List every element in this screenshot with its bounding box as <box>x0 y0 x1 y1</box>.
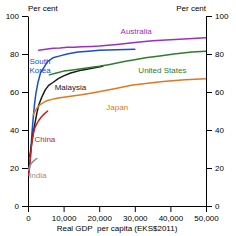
tick: 100 <box>206 12 229 21</box>
tick-mark <box>99 206 100 212</box>
tick-label: 40 <box>215 126 224 135</box>
tick-mark <box>22 130 28 131</box>
tick-mark <box>206 16 212 17</box>
label-line: Malaysia <box>55 83 87 92</box>
tick: 20,000 <box>87 206 112 223</box>
y2-axis-title: Per cent <box>176 4 207 13</box>
tick-label: 0 <box>26 214 31 223</box>
series-line <box>29 49 135 172</box>
tick: 30,000 <box>123 206 148 223</box>
tick-label: 50,000 <box>194 214 219 223</box>
series-labels: Australia SouthKorea Malaysia United States… <box>29 27 186 180</box>
tick: 20 <box>10 164 28 173</box>
series-label: Japan <box>106 103 128 112</box>
x-axis-title: Real GDP per capita (EKS$2011) <box>57 224 178 233</box>
tick-label: 100 <box>215 12 229 21</box>
tick: 60 <box>206 88 224 97</box>
tick: 20 <box>206 164 224 173</box>
tick: 80 <box>10 50 28 59</box>
tick-label: 0 <box>215 202 220 211</box>
tick-mark <box>64 206 65 212</box>
tick-label: 10,000 <box>52 214 77 223</box>
y-axis: 0 20 40 60 80 100 <box>6 12 29 211</box>
series-label: China <box>34 135 55 144</box>
axis-line <box>29 206 207 207</box>
tick: 40 <box>206 126 224 135</box>
tick: 0 <box>26 206 31 223</box>
tick-mark <box>170 206 171 212</box>
tick: 0 <box>15 202 28 211</box>
label-line: Japan <box>106 103 128 112</box>
tick-mark <box>206 92 212 93</box>
series-label: SouthKorea <box>29 57 51 75</box>
tick-mark <box>206 168 212 169</box>
label-line: Korea <box>29 66 51 75</box>
tick-label: 0 <box>15 202 20 211</box>
tick-mark <box>206 206 212 207</box>
label-line: India <box>29 171 47 180</box>
label-line: South <box>29 57 50 66</box>
series-label: India <box>29 171 47 180</box>
tick: 40 <box>10 126 28 135</box>
tick-label: 60 <box>10 88 19 97</box>
tick-mark <box>22 168 28 169</box>
series-line <box>39 38 206 50</box>
tick: 60 <box>10 88 28 97</box>
tick-label: 80 <box>10 50 19 59</box>
tick-mark <box>22 54 28 55</box>
tick-mark <box>28 206 29 212</box>
chart: 0 10,000 20,000 30,000 40,000 50,000 0 20 40 60 80… <box>0 0 236 236</box>
tick-mark <box>206 54 212 55</box>
tick-mark <box>135 206 136 212</box>
y-axis-title: Per cent <box>28 4 59 13</box>
tick-label: 40,000 <box>159 214 184 223</box>
series-label: Australia <box>121 27 153 36</box>
series-label: United States <box>138 66 186 75</box>
tick-label: 20,000 <box>87 214 112 223</box>
tick-mark <box>22 16 28 17</box>
series-line <box>33 79 206 115</box>
tick-label: 100 <box>6 12 20 21</box>
tick: 100 <box>6 12 28 21</box>
tick-mark <box>22 92 28 93</box>
tick-label: 30,000 <box>123 214 148 223</box>
series-line <box>29 159 37 170</box>
x-axis: 0 10,000 20,000 30,000 40,000 50,000 <box>26 206 219 223</box>
series-line <box>30 66 103 156</box>
tick-mark <box>22 206 28 207</box>
tick-label: 80 <box>215 50 224 59</box>
label-line: China <box>34 135 55 144</box>
label-line: United States <box>138 66 186 75</box>
plot-area <box>29 38 206 176</box>
series-line <box>49 51 206 75</box>
y2-axis: 0 20 40 60 80 100 <box>206 12 229 211</box>
tick-label: 20 <box>215 164 224 173</box>
tick-label: 60 <box>215 88 224 97</box>
tick-label: 20 <box>10 164 19 173</box>
tick-mark <box>206 130 212 131</box>
tick-label: 40 <box>10 126 19 135</box>
axis-line <box>206 17 207 207</box>
label-line: Australia <box>121 27 153 36</box>
tick: 40,000 <box>159 206 184 223</box>
tick: 80 <box>206 50 224 59</box>
tick: 0 <box>206 202 220 211</box>
series-label: Malaysia <box>55 83 87 92</box>
tick: 10,000 <box>52 206 77 223</box>
